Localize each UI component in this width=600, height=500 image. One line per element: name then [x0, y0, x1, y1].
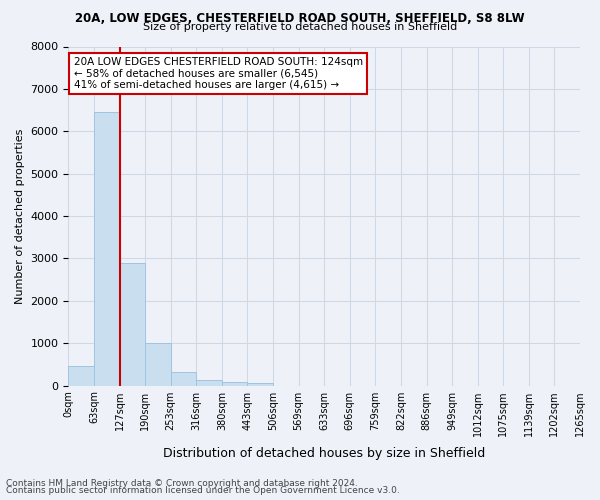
Y-axis label: Number of detached properties: Number of detached properties — [15, 128, 25, 304]
Bar — [68, 366, 94, 386]
Bar — [196, 380, 222, 386]
Text: 20A LOW EDGES CHESTERFIELD ROAD SOUTH: 124sqm
← 58% of detached houses are small: 20A LOW EDGES CHESTERFIELD ROAD SOUTH: 1… — [74, 56, 362, 90]
X-axis label: Distribution of detached houses by size in Sheffield: Distribution of detached houses by size … — [163, 447, 485, 460]
Bar — [94, 112, 119, 386]
Bar — [247, 384, 273, 386]
Bar — [171, 372, 196, 386]
Text: Contains public sector information licensed under the Open Government Licence v3: Contains public sector information licen… — [6, 486, 400, 495]
Bar — [222, 382, 247, 386]
Text: Contains HM Land Registry data © Crown copyright and database right 2024.: Contains HM Land Registry data © Crown c… — [6, 478, 358, 488]
Bar — [145, 343, 171, 386]
Text: 20A, LOW EDGES, CHESTERFIELD ROAD SOUTH, SHEFFIELD, S8 8LW: 20A, LOW EDGES, CHESTERFIELD ROAD SOUTH,… — [75, 12, 525, 26]
Bar — [119, 262, 145, 386]
Text: Size of property relative to detached houses in Sheffield: Size of property relative to detached ho… — [143, 22, 457, 32]
